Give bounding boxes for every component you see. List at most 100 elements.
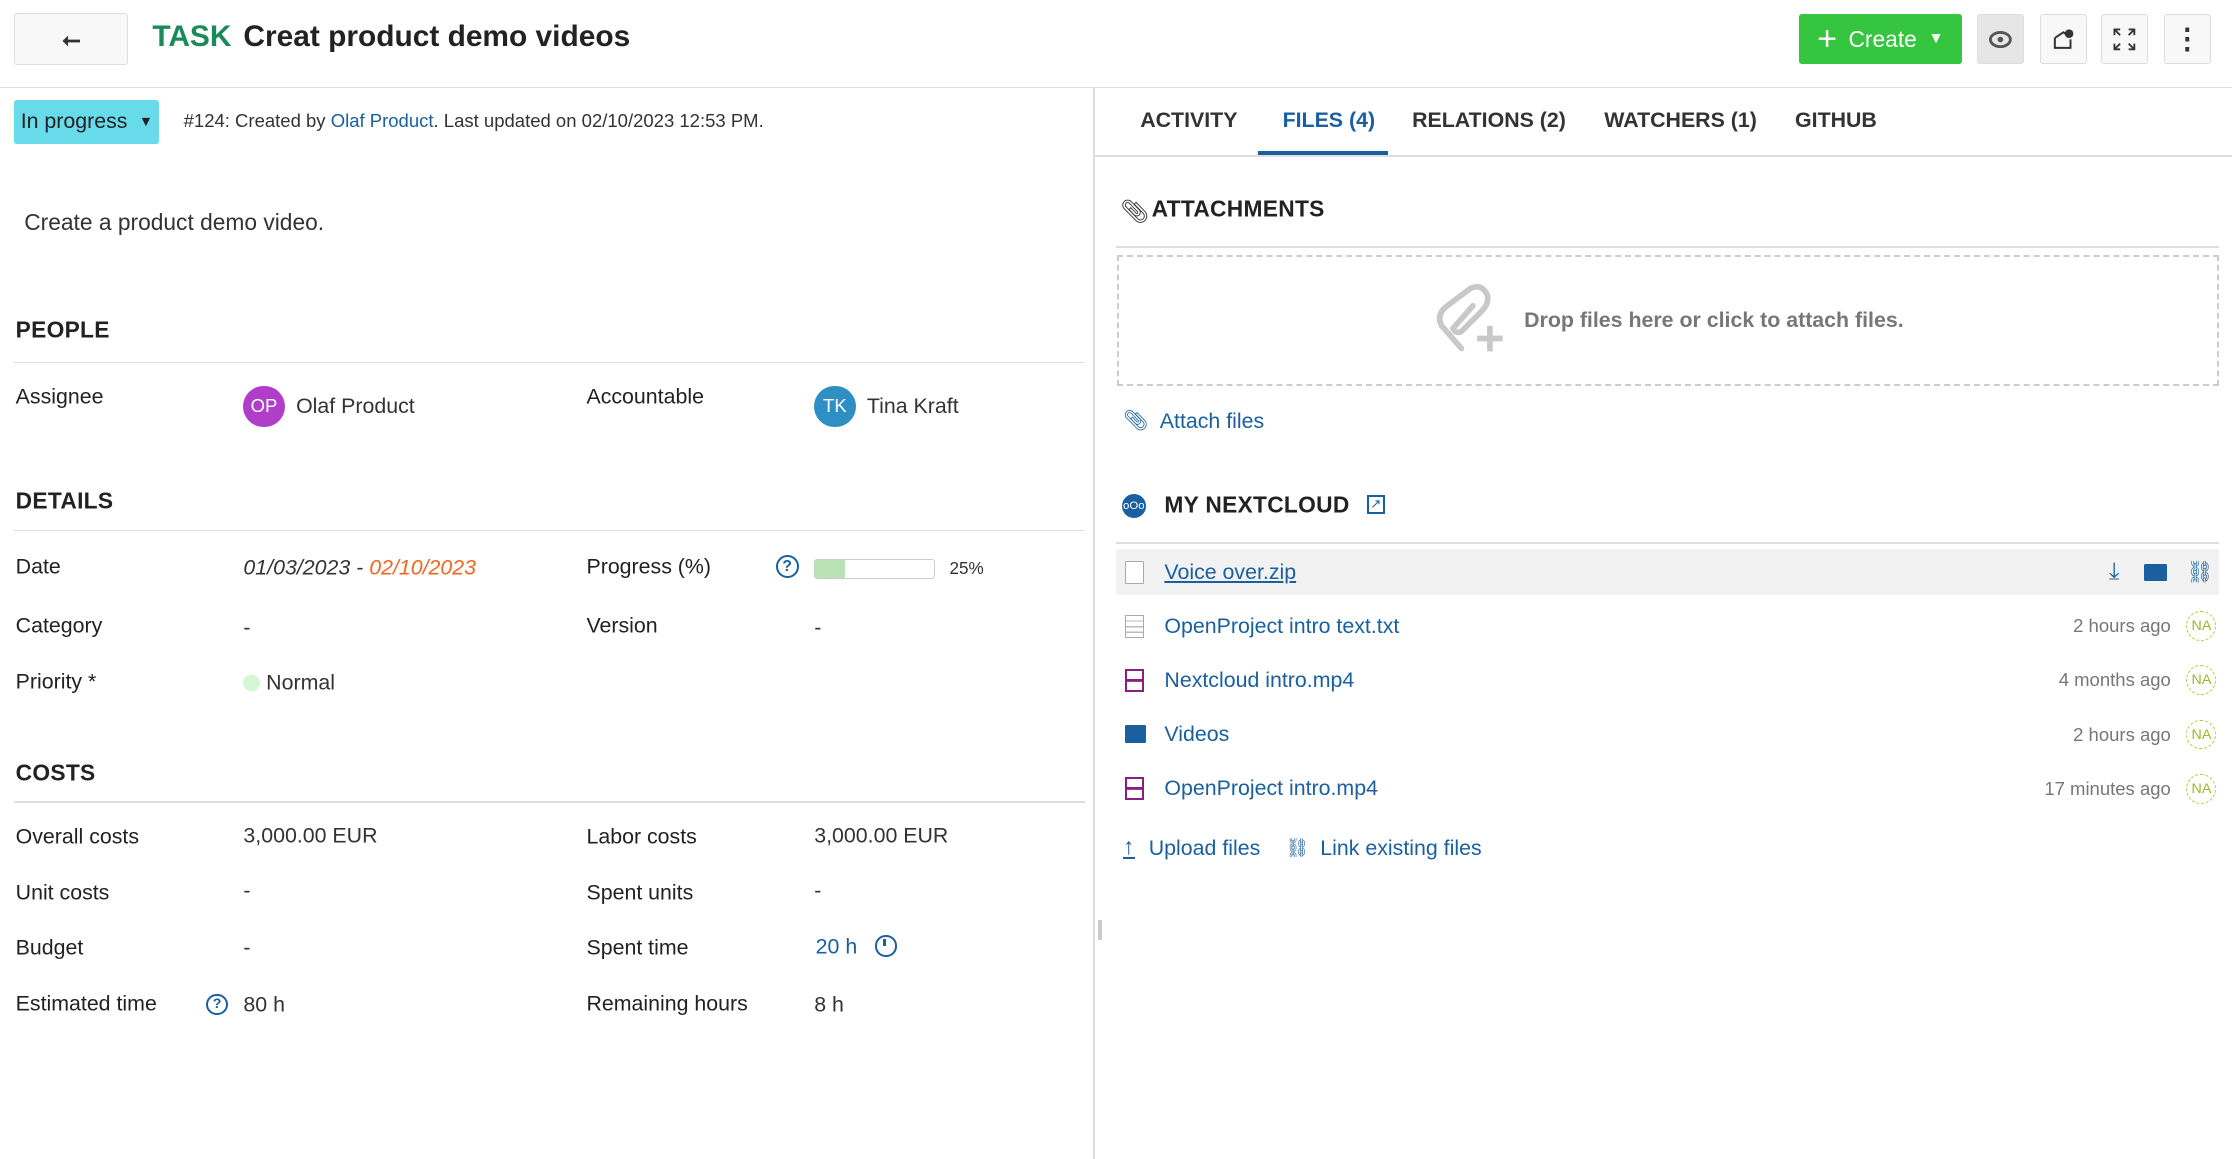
version-value[interactable]: - bbox=[814, 615, 822, 640]
estimated-time-value[interactable]: 80 h bbox=[243, 992, 285, 1017]
envelope-check-icon bbox=[2053, 29, 2074, 49]
page-title[interactable]: Creat product demo videos bbox=[243, 19, 631, 53]
estimated-time-label: Estimated time bbox=[15, 991, 157, 1016]
active-tab-indicator bbox=[1258, 150, 1388, 156]
meta-line: #124: Created by Olaf Product. Last upda… bbox=[183, 109, 764, 131]
priority-color-dot bbox=[243, 674, 261, 692]
attach-plus-icon bbox=[1436, 284, 1503, 352]
nextcloud-icon: oOo bbox=[1121, 493, 1146, 519]
avatar: OP bbox=[243, 385, 285, 428]
remaining-hours-value[interactable]: 8 h bbox=[814, 992, 844, 1017]
status-dropdown[interactable]: In progress ▼ bbox=[14, 99, 160, 144]
file-row[interactable]: OpenProject intro.mp4 17 minutes ago NA bbox=[1116, 766, 2219, 812]
video-file-icon bbox=[1124, 669, 1145, 692]
link-existing-files-button[interactable]: ⛓︎ Link existing files bbox=[1285, 835, 1482, 860]
file-time: 4 months ago bbox=[2058, 669, 2171, 691]
expand-icon bbox=[2113, 28, 2136, 51]
spent-units-value: - bbox=[814, 878, 822, 903]
upload-files-button[interactable]: ↑ Upload files bbox=[1123, 833, 1261, 860]
watch-button[interactable] bbox=[1977, 14, 2025, 65]
file-icon bbox=[1124, 560, 1145, 584]
caret-down-icon: ▼ bbox=[138, 113, 153, 130]
help-icon[interactable]: ? bbox=[206, 993, 228, 1015]
avatar: TK bbox=[814, 385, 856, 428]
download-icon[interactable]: ⤓ bbox=[2108, 558, 2120, 586]
spent-units-label: Spent units bbox=[586, 880, 694, 905]
spent-time-link[interactable]: 20 h bbox=[815, 934, 858, 959]
file-name[interactable]: Videos bbox=[1164, 722, 1230, 747]
external-link-icon[interactable]: ↗ bbox=[1366, 495, 1386, 514]
labor-costs-label: Labor costs bbox=[586, 824, 697, 849]
clock-icon[interactable] bbox=[875, 935, 897, 957]
accountable-label: Accountable bbox=[586, 384, 704, 409]
file-name[interactable]: Voice over.zip bbox=[1164, 559, 1297, 584]
file-name[interactable]: Nextcloud intro.mp4 bbox=[1164, 667, 1355, 692]
file-row[interactable]: OpenProject intro text.txt 2 hours ago N… bbox=[1116, 604, 2219, 650]
help-icon[interactable]: ? bbox=[775, 555, 799, 578]
tab-github[interactable]: GITHUB bbox=[1795, 108, 1877, 133]
priority-field[interactable]: Normal bbox=[243, 671, 335, 696]
section-costs: COSTS bbox=[15, 759, 96, 786]
caret-down-icon: ▼ bbox=[1928, 30, 1944, 48]
tab-activity[interactable]: ACTIVITY bbox=[1140, 108, 1238, 133]
file-row[interactable]: Videos 2 hours ago NA bbox=[1116, 712, 2219, 758]
paperclip-icon: 📎︎ bbox=[1120, 197, 1150, 224]
file-time: 2 hours ago bbox=[2073, 723, 2171, 745]
date-field[interactable]: 01/03/2023 - 02/10/2023 bbox=[243, 555, 477, 580]
assignee-label: Assignee bbox=[15, 384, 104, 409]
tabs-divider bbox=[1094, 155, 2232, 157]
type-label: TASK bbox=[152, 19, 232, 53]
video-file-icon bbox=[1124, 777, 1145, 800]
description[interactable]: Create a product demo video. bbox=[24, 209, 325, 236]
file-row[interactable]: Voice over.zip ⤓ ⛓︎ bbox=[1116, 549, 2220, 596]
divider bbox=[1116, 246, 2220, 248]
divider bbox=[14, 529, 1085, 531]
file-name[interactable]: OpenProject intro.mp4 bbox=[1164, 776, 1378, 801]
labor-costs-value: 3,000.00 EUR bbox=[814, 823, 949, 848]
section-details: DETAILS bbox=[15, 487, 114, 514]
spent-time-label: Spent time bbox=[586, 935, 689, 960]
file-time: 2 hours ago bbox=[2073, 615, 2171, 637]
date-label: Date bbox=[15, 554, 61, 579]
priority-label: Priority * bbox=[15, 669, 97, 694]
back-button[interactable]: ⭠ bbox=[14, 12, 129, 66]
fullscreen-button[interactable] bbox=[2101, 14, 2149, 65]
open-folder-icon[interactable] bbox=[2143, 563, 2167, 581]
file-dropzone[interactable]: Drop files here or click to attach files… bbox=[1117, 254, 2220, 386]
attach-files-link[interactable]: 📎︎ Attach files bbox=[1123, 408, 1265, 433]
file-name[interactable]: OpenProject intro text.txt bbox=[1164, 613, 1400, 638]
budget-value[interactable]: - bbox=[243, 935, 251, 960]
tab-watchers[interactable]: WATCHERS (1) bbox=[1604, 108, 1757, 133]
tab-relations[interactable]: RELATIONS (2) bbox=[1412, 108, 1566, 133]
more-menu-button[interactable]: ⋮ bbox=[2163, 14, 2211, 65]
file-row[interactable]: Nextcloud intro.mp4 4 months ago NA bbox=[1116, 658, 2219, 704]
panel-divider[interactable] bbox=[1093, 86, 1095, 1159]
category-label: Category bbox=[15, 613, 103, 638]
section-people: PEOPLE bbox=[15, 316, 110, 343]
header-divider bbox=[0, 86, 2232, 89]
folder-icon bbox=[1124, 724, 1146, 744]
unlink-icon[interactable]: ⛓︎ bbox=[2186, 559, 2214, 584]
tab-files[interactable]: FILES (4) bbox=[1282, 108, 1376, 133]
resize-handle[interactable] bbox=[1097, 919, 1102, 940]
budget-label: Budget bbox=[15, 935, 84, 960]
user-avatar: NA bbox=[2186, 611, 2217, 642]
unit-costs-value: - bbox=[243, 878, 251, 903]
eye-icon bbox=[1989, 30, 2013, 48]
assignee-field[interactable]: OP Olaf Product bbox=[243, 385, 415, 428]
version-label: Version bbox=[586, 613, 658, 638]
unit-costs-label: Unit costs bbox=[15, 880, 110, 905]
category-value[interactable]: - bbox=[243, 615, 251, 640]
author-link[interactable]: Olaf Product bbox=[330, 109, 434, 131]
user-avatar: NA bbox=[2186, 719, 2217, 750]
user-avatar: NA bbox=[2186, 773, 2217, 804]
notifications-button[interactable] bbox=[2039, 14, 2087, 65]
divider bbox=[14, 801, 1085, 803]
progress-bar[interactable] bbox=[814, 559, 936, 580]
back-arrow-icon: ⭠ bbox=[62, 25, 81, 52]
create-button[interactable]: + Create ▼ bbox=[1799, 14, 1962, 65]
accountable-field[interactable]: TK Tina Kraft bbox=[814, 385, 959, 428]
attachments-title: ATTACHMENTS bbox=[1151, 195, 1325, 222]
nextcloud-title: MY NEXTCLOUD bbox=[1164, 491, 1350, 518]
